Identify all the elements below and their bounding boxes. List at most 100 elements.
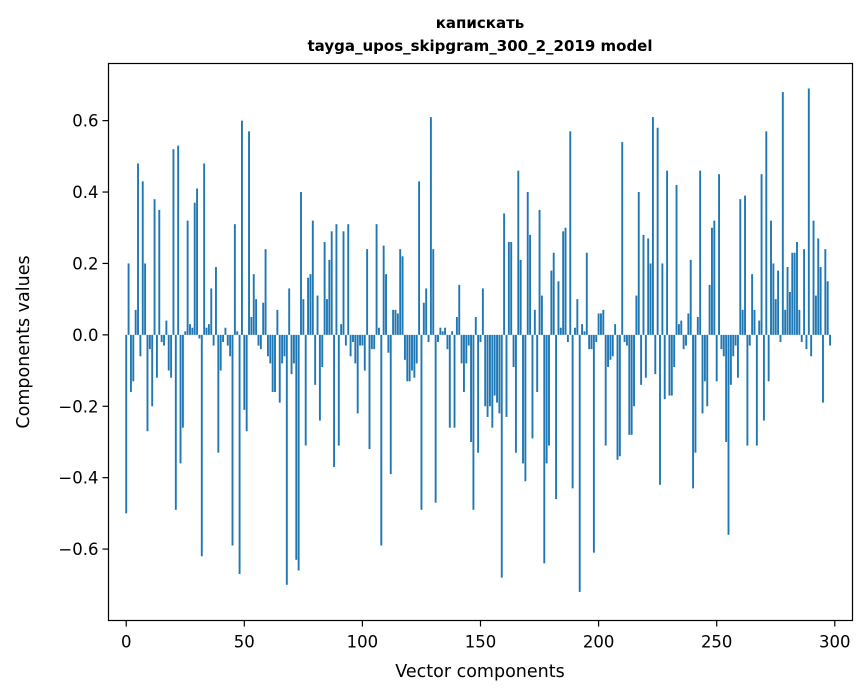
x-tick-label: 250	[701, 633, 733, 652]
bar	[212, 334, 215, 346]
bar	[692, 334, 695, 489]
bar	[661, 263, 664, 335]
x-tick-label: 200	[583, 633, 615, 652]
bar	[803, 249, 806, 335]
bar	[231, 334, 234, 546]
bar	[181, 334, 184, 428]
bar	[729, 334, 732, 385]
bar	[774, 299, 777, 335]
bar	[387, 334, 390, 353]
bar	[356, 334, 359, 414]
bar	[602, 309, 605, 335]
y-axis-label: Components values	[14, 255, 34, 428]
bar	[522, 334, 524, 464]
bar	[307, 277, 310, 335]
y-tick-label: 0.6	[72, 112, 98, 131]
bar	[274, 334, 276, 392]
bar	[512, 334, 515, 367]
bar	[233, 224, 236, 335]
bar	[614, 324, 617, 335]
bar	[810, 334, 813, 357]
bar	[666, 170, 669, 335]
bar	[744, 195, 746, 335]
bar	[741, 309, 744, 335]
bar	[536, 334, 539, 392]
bar	[283, 334, 286, 357]
bar	[198, 334, 201, 339]
bar	[531, 334, 534, 439]
bar-series	[125, 88, 832, 592]
bar	[375, 224, 378, 335]
bar	[703, 334, 706, 382]
x-tick-label: 0	[121, 633, 132, 652]
bar	[600, 313, 602, 335]
bar	[155, 334, 158, 378]
y-tick-label: 0.2	[72, 254, 98, 273]
bar	[597, 313, 600, 335]
bar	[139, 334, 142, 357]
bar	[330, 231, 333, 335]
bar	[434, 334, 437, 503]
bar	[819, 267, 822, 335]
plot-frame	[107, 62, 854, 622]
bar	[137, 163, 139, 335]
y-tick-label: −0.4	[58, 469, 98, 488]
bar	[651, 117, 654, 335]
bar	[592, 334, 595, 553]
x-tick-label: 150	[465, 633, 497, 652]
bar	[205, 327, 208, 335]
bar	[401, 256, 404, 335]
bar	[342, 231, 345, 335]
bar	[609, 334, 612, 360]
bar	[715, 334, 718, 382]
bar	[826, 281, 829, 335]
bar	[574, 327, 576, 335]
chart-title-line2: tayga_upos_skipgram_300_2_2019 model	[308, 37, 653, 55]
bar	[406, 334, 409, 382]
bar	[422, 302, 425, 335]
bar	[564, 227, 567, 335]
bar	[559, 327, 562, 335]
bar	[144, 263, 147, 335]
bar	[403, 334, 406, 360]
bar	[687, 313, 690, 335]
bar	[621, 142, 624, 335]
bar	[545, 334, 548, 464]
bar	[377, 327, 380, 335]
bar	[496, 334, 498, 403]
bar	[524, 334, 527, 482]
bar	[172, 149, 175, 335]
bar	[777, 270, 780, 335]
bar	[566, 334, 569, 342]
bar	[347, 224, 350, 335]
bar	[581, 324, 584, 335]
bar	[196, 188, 199, 335]
bar	[451, 331, 454, 335]
bar	[278, 334, 281, 403]
bar	[519, 259, 522, 335]
bar	[770, 220, 772, 335]
bar	[420, 334, 423, 510]
bar	[491, 334, 494, 428]
bar	[514, 334, 517, 453]
bar	[333, 334, 336, 467]
bar	[328, 259, 331, 335]
bar	[392, 309, 395, 335]
bar	[722, 334, 725, 357]
bar	[266, 334, 269, 357]
bar	[257, 334, 260, 346]
bar	[814, 295, 817, 335]
bar	[368, 334, 371, 450]
bar	[189, 324, 191, 335]
bar	[618, 334, 621, 457]
bar	[184, 331, 187, 335]
bar	[321, 334, 324, 367]
bar	[696, 317, 699, 335]
bar	[292, 334, 295, 364]
bar	[755, 334, 758, 446]
bar	[129, 334, 132, 392]
bar	[507, 242, 510, 335]
y-tick-label: 0.4	[72, 183, 98, 202]
bar	[245, 334, 248, 432]
